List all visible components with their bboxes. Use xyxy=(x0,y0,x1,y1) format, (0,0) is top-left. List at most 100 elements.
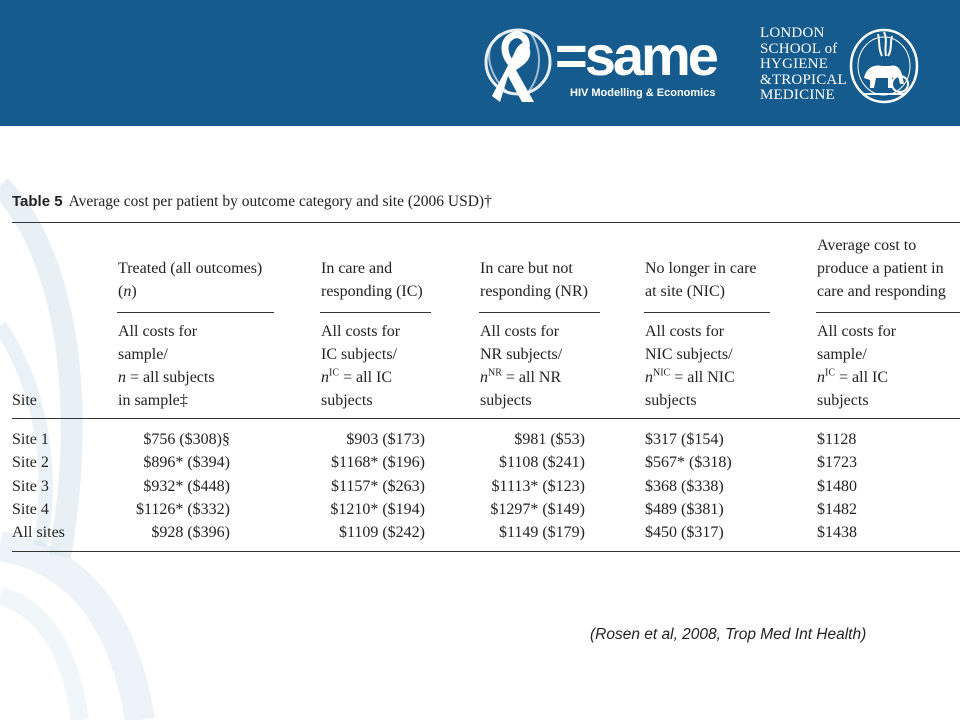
subheader-line: All costs for xyxy=(118,323,198,340)
header-line: at site (NIC) xyxy=(645,283,725,300)
subheader-line: All costs for xyxy=(480,323,560,340)
citation: (Rosen et al, 2008, Trop Med Int Health) xyxy=(590,626,867,643)
subheader-line: nIC = all IC xyxy=(321,367,393,386)
header-line: Treated (all outcomes) xyxy=(118,260,263,277)
header-line: responding (NR) xyxy=(480,283,588,300)
header-banner: =same HIV Modelling & Economics LONDON S… xyxy=(0,0,960,126)
table-cell: $1149 ($179) xyxy=(498,524,585,542)
table-cell: $896* ($394) xyxy=(143,454,230,472)
subheader-line: sample/ xyxy=(817,346,867,363)
table-cell: $1113* ($123) xyxy=(491,477,585,495)
group-rule xyxy=(320,312,431,313)
table-cell: $981 ($53) xyxy=(514,431,585,448)
subheader-line: subjects xyxy=(817,392,869,409)
column-header-treated: Treated (all outcomes) (n) xyxy=(118,257,262,303)
table-cell: $932* ($448) xyxy=(143,477,230,495)
subheader-line: IC subjects/ xyxy=(321,346,397,363)
subheader-line: nNR = all NR xyxy=(480,367,562,386)
subheader-line: All costs for xyxy=(645,323,725,340)
subheader-average: All costs for sample/ nIC = all IC subje… xyxy=(817,320,896,412)
header-line: care and responding xyxy=(817,283,946,300)
header-line: No longer in care xyxy=(645,260,757,277)
table-bottom-rule xyxy=(12,551,960,552)
header-line: In care but not xyxy=(480,260,573,277)
column-header-ic: In care and responding (IC) xyxy=(321,257,423,303)
subheader-line: subjects xyxy=(645,392,697,409)
treated-column: $756 ($308)§ $896* ($394) $932* ($448) $… xyxy=(104,428,230,544)
subheader-line: NIC subjects/ xyxy=(645,346,733,363)
subheader-line: All costs for xyxy=(321,323,401,340)
subheader-line: NR subjects/ xyxy=(480,346,563,363)
table-cell: $756 ($308)§ xyxy=(143,431,230,448)
subheader-line: subjects xyxy=(480,392,532,409)
site-column: Site 1 Site 2 Site 3 Site 4 All sites xyxy=(12,428,102,544)
lshtm-line: &TROPICAL xyxy=(760,71,847,88)
header-bottom-rule xyxy=(12,418,960,419)
lshtm-line: MEDICINE xyxy=(760,87,835,103)
same-subtitle: HIV Modelling & Economics xyxy=(570,87,716,99)
site-header: Site xyxy=(12,392,37,409)
table-title: Table 5 Average cost per patient by outco… xyxy=(12,193,492,211)
table-cell: $1480 xyxy=(817,477,857,495)
table-cell: $489 ($381) xyxy=(645,500,724,518)
table-caption: Average cost per patient by outcome cate… xyxy=(68,193,492,210)
column-header-average: Average cost to produce a patient in car… xyxy=(817,234,946,303)
table-cell: $1108 ($241) xyxy=(498,454,585,472)
column-header-nic: No longer in care at site (NIC) xyxy=(645,257,757,303)
table-cell-site: Site 1 xyxy=(12,431,49,448)
table-cell: $1482 xyxy=(817,500,857,518)
header-line: Average cost to xyxy=(817,237,917,254)
table-cell: $1126* ($332) xyxy=(135,500,230,518)
subheader-line: nNIC = all NIC xyxy=(645,367,735,386)
average-column: $1128 $1723 $1480 $1482 $1438 xyxy=(817,428,897,544)
table-cell: $903 ($173) xyxy=(346,431,425,448)
table-cell: $567* ($318) xyxy=(645,454,732,472)
table-cell: $1723 xyxy=(817,454,857,472)
subheader-line: All costs for xyxy=(817,323,897,340)
table-cell-site: All sites xyxy=(12,524,65,542)
table-top-rule xyxy=(12,222,960,223)
lshtm-line: LONDON xyxy=(760,25,825,41)
table-cell: $1297* ($149) xyxy=(490,500,585,518)
table-cell: $317 ($154) xyxy=(645,431,724,448)
subheader-line: in sample‡ xyxy=(118,392,188,409)
nr-column: $981 ($53) $1108 ($241) $1113* ($123) $1… xyxy=(460,428,585,544)
group-rule xyxy=(479,312,600,313)
same-logo-text: =same xyxy=(555,24,719,87)
table-cell: $1168* ($196) xyxy=(330,454,425,472)
table-cell: $1109 ($242) xyxy=(338,524,425,542)
subheader-line: n = all subjects xyxy=(118,369,215,386)
column-header-nr: In care but not responding (NR) xyxy=(480,257,588,303)
table-cell-site: Site 2 xyxy=(12,454,49,472)
table-cell-site: Site 3 xyxy=(12,477,49,495)
table-cell: $1157* ($263) xyxy=(330,477,425,495)
table-cell: $928 ($396) xyxy=(151,524,230,542)
lshtm-logo-text: LONDON SCHOOL of HYGIENE &TROPICAL MEDIC… xyxy=(760,25,850,104)
table-cell: $1210* ($194) xyxy=(330,500,425,518)
subheader-line: sample/ xyxy=(118,346,168,363)
subheader-nr: All costs for NR subjects/ nNR = all NR … xyxy=(480,320,562,412)
subheader-ic: All costs for IC subjects/ nIC = all IC … xyxy=(321,320,400,412)
table-cell: $1438 xyxy=(817,524,857,542)
table-cell: $1128 xyxy=(817,431,857,448)
group-rule xyxy=(644,312,770,313)
header-line: In care and xyxy=(321,260,393,277)
group-rule xyxy=(816,312,960,313)
nic-column: $317 ($154) $567* ($318) $368 ($338) $48… xyxy=(645,428,775,544)
lshtm-line: SCHOOL of xyxy=(760,40,838,57)
subheader-line: subjects xyxy=(321,392,373,409)
lshtm-line: HYGIENE xyxy=(760,56,829,72)
aids-ribbon-globe-icon xyxy=(484,28,552,102)
group-rule xyxy=(117,312,274,313)
subheader-line: nIC = all IC xyxy=(817,367,889,386)
header-line: produce a patient in xyxy=(817,260,944,277)
subheader-treated: All costs for sample/ n = all subjects i… xyxy=(118,320,215,412)
table-cell-site: Site 4 xyxy=(12,500,49,518)
table-cell: $450 ($317) xyxy=(645,524,724,542)
table-cell: $368 ($338) xyxy=(645,477,724,495)
header-line: (n) xyxy=(118,283,137,300)
subheader-nic: All costs for NIC subjects/ nNIC = all N… xyxy=(645,320,735,412)
lshtm-crest-icon xyxy=(849,28,919,104)
table-label: Table 5 xyxy=(12,193,63,210)
ic-column: $903 ($173) $1168* ($196) $1157* ($263) … xyxy=(300,428,425,544)
